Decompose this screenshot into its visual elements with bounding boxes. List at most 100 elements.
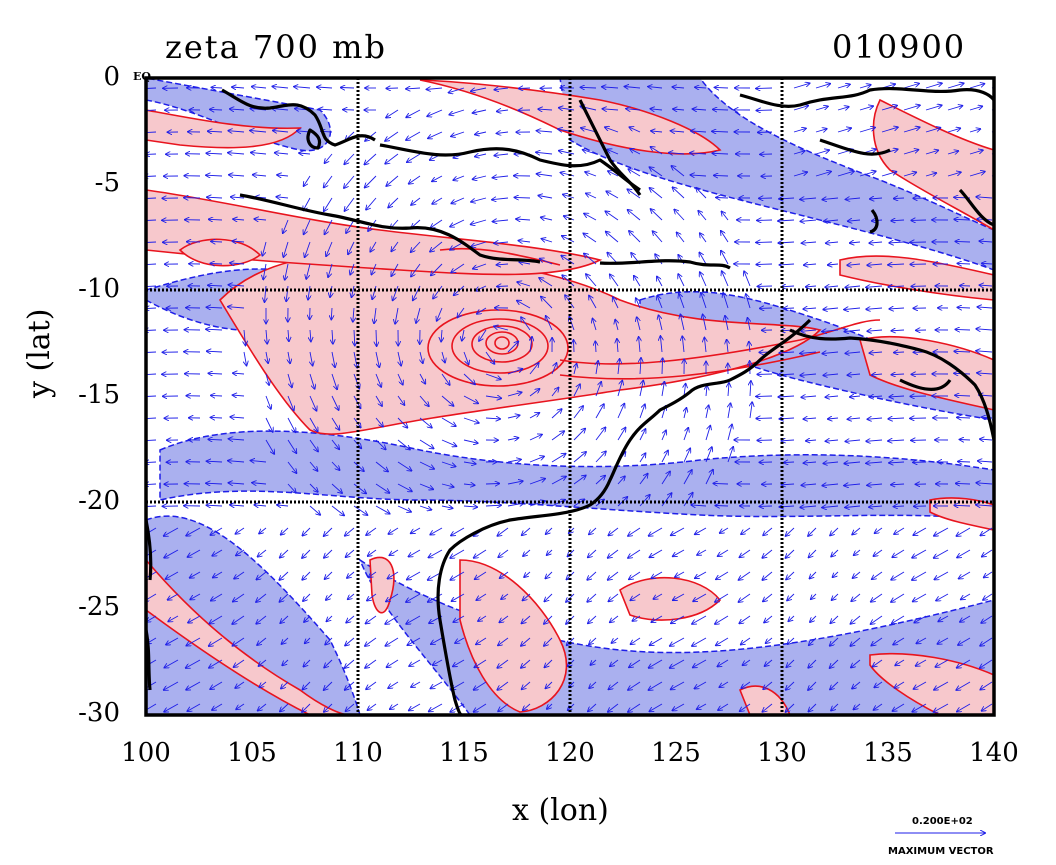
wind-vector bbox=[309, 483, 318, 492]
wind-vector bbox=[780, 264, 795, 265]
wind-vector bbox=[607, 150, 619, 155]
wind-vector bbox=[706, 386, 707, 397]
wind-vector bbox=[252, 87, 267, 88]
wind-vector bbox=[230, 263, 245, 264]
wind-vector bbox=[397, 461, 412, 471]
wind-vector bbox=[306, 263, 311, 279]
wind-vector bbox=[166, 571, 179, 579]
wind-vector bbox=[190, 571, 201, 578]
wind-vector bbox=[697, 703, 707, 709]
wind-vector bbox=[473, 110, 487, 113]
wind-vector bbox=[874, 703, 883, 710]
wind-vector bbox=[146, 132, 157, 133]
wind-vector bbox=[407, 153, 421, 162]
wind-vector bbox=[763, 593, 773, 601]
wind-vector bbox=[517, 282, 531, 287]
wind-vector bbox=[265, 417, 273, 432]
wind-vector bbox=[551, 431, 564, 441]
wind-vector bbox=[206, 329, 223, 330]
wind-vector bbox=[947, 128, 960, 133]
wind-vector bbox=[690, 175, 707, 176]
wind-vector bbox=[815, 150, 829, 155]
wind-vector bbox=[476, 637, 487, 644]
wind-vector bbox=[299, 153, 311, 154]
wind-vector bbox=[891, 330, 905, 331]
wind-vector bbox=[595, 427, 606, 441]
wind-vector bbox=[763, 527, 773, 535]
wind-vector bbox=[605, 127, 619, 133]
wind-vector bbox=[716, 198, 729, 199]
wind-vector bbox=[507, 438, 518, 440]
wind-vector bbox=[801, 396, 817, 397]
wind-vector bbox=[441, 417, 456, 426]
wind-vector bbox=[593, 319, 597, 331]
wind-vector bbox=[529, 363, 539, 375]
wind-vector bbox=[765, 659, 773, 666]
wind-vector bbox=[288, 329, 289, 341]
wind-vector bbox=[871, 637, 883, 646]
wind-vector bbox=[475, 154, 487, 157]
wind-vector bbox=[956, 681, 971, 690]
wind-vector bbox=[651, 147, 663, 155]
wind-vector bbox=[801, 330, 817, 331]
wind-vector bbox=[485, 505, 501, 506]
wind-vector bbox=[346, 549, 355, 557]
wind-vector bbox=[824, 220, 839, 221]
wind-vector bbox=[844, 484, 861, 486]
wind-vector bbox=[867, 330, 883, 331]
wind-vector bbox=[190, 593, 201, 600]
wind-vector bbox=[683, 470, 692, 485]
wind-vector bbox=[589, 296, 597, 309]
wind-vector bbox=[640, 358, 641, 375]
wind-vector bbox=[639, 337, 640, 353]
wind-vector bbox=[870, 198, 883, 199]
wind-vector bbox=[541, 217, 553, 220]
wind-vector bbox=[345, 681, 355, 690]
wind-vector bbox=[265, 285, 267, 302]
wind-vector bbox=[411, 527, 421, 533]
wind-vector bbox=[256, 593, 267, 602]
wind-vector bbox=[894, 527, 905, 534]
wind-vector bbox=[844, 462, 861, 464]
wind-vector bbox=[236, 549, 245, 556]
wind-vector bbox=[800, 198, 817, 199]
wind-vector bbox=[507, 503, 524, 506]
wind-vector bbox=[186, 681, 201, 690]
wind-vector bbox=[212, 549, 223, 556]
wind-vector bbox=[844, 308, 861, 310]
wind-vector bbox=[606, 232, 619, 243]
x-tick-label: 105 bbox=[227, 738, 277, 768]
grid-lines bbox=[146, 78, 994, 715]
wind-vector bbox=[613, 297, 619, 309]
wind-vectors bbox=[146, 83, 994, 712]
wind-vector bbox=[903, 127, 920, 133]
wind-vector bbox=[453, 175, 465, 180]
wind-vector bbox=[411, 263, 421, 277]
wind-vector bbox=[462, 329, 464, 341]
wind-vector bbox=[815, 172, 831, 177]
wind-vector bbox=[471, 87, 487, 91]
wind-vector bbox=[957, 549, 971, 558]
wind-vector bbox=[304, 175, 311, 186]
x-tick-label: 120 bbox=[545, 738, 595, 768]
wind-vector bbox=[893, 637, 905, 645]
wind-vector bbox=[263, 263, 266, 279]
wind-vector bbox=[475, 132, 487, 135]
y-tick-label: -20 bbox=[78, 486, 120, 516]
wind-vector bbox=[916, 637, 927, 643]
wind-vector bbox=[450, 219, 465, 227]
wind-vector bbox=[146, 109, 157, 111]
wind-vector bbox=[353, 483, 366, 493]
x-tick-label: 115 bbox=[439, 738, 489, 768]
wind-vector bbox=[626, 109, 641, 110]
wind-vector bbox=[146, 198, 157, 199]
wind-vector bbox=[903, 172, 916, 177]
wind-vector bbox=[433, 285, 443, 299]
wind-vector bbox=[851, 659, 861, 668]
wind-vector bbox=[602, 87, 619, 88]
wind-vector bbox=[370, 241, 377, 252]
wind-vector bbox=[386, 109, 399, 118]
wind-vector bbox=[615, 320, 618, 331]
wind-vector bbox=[779, 352, 795, 353]
wind-vector bbox=[283, 241, 289, 257]
